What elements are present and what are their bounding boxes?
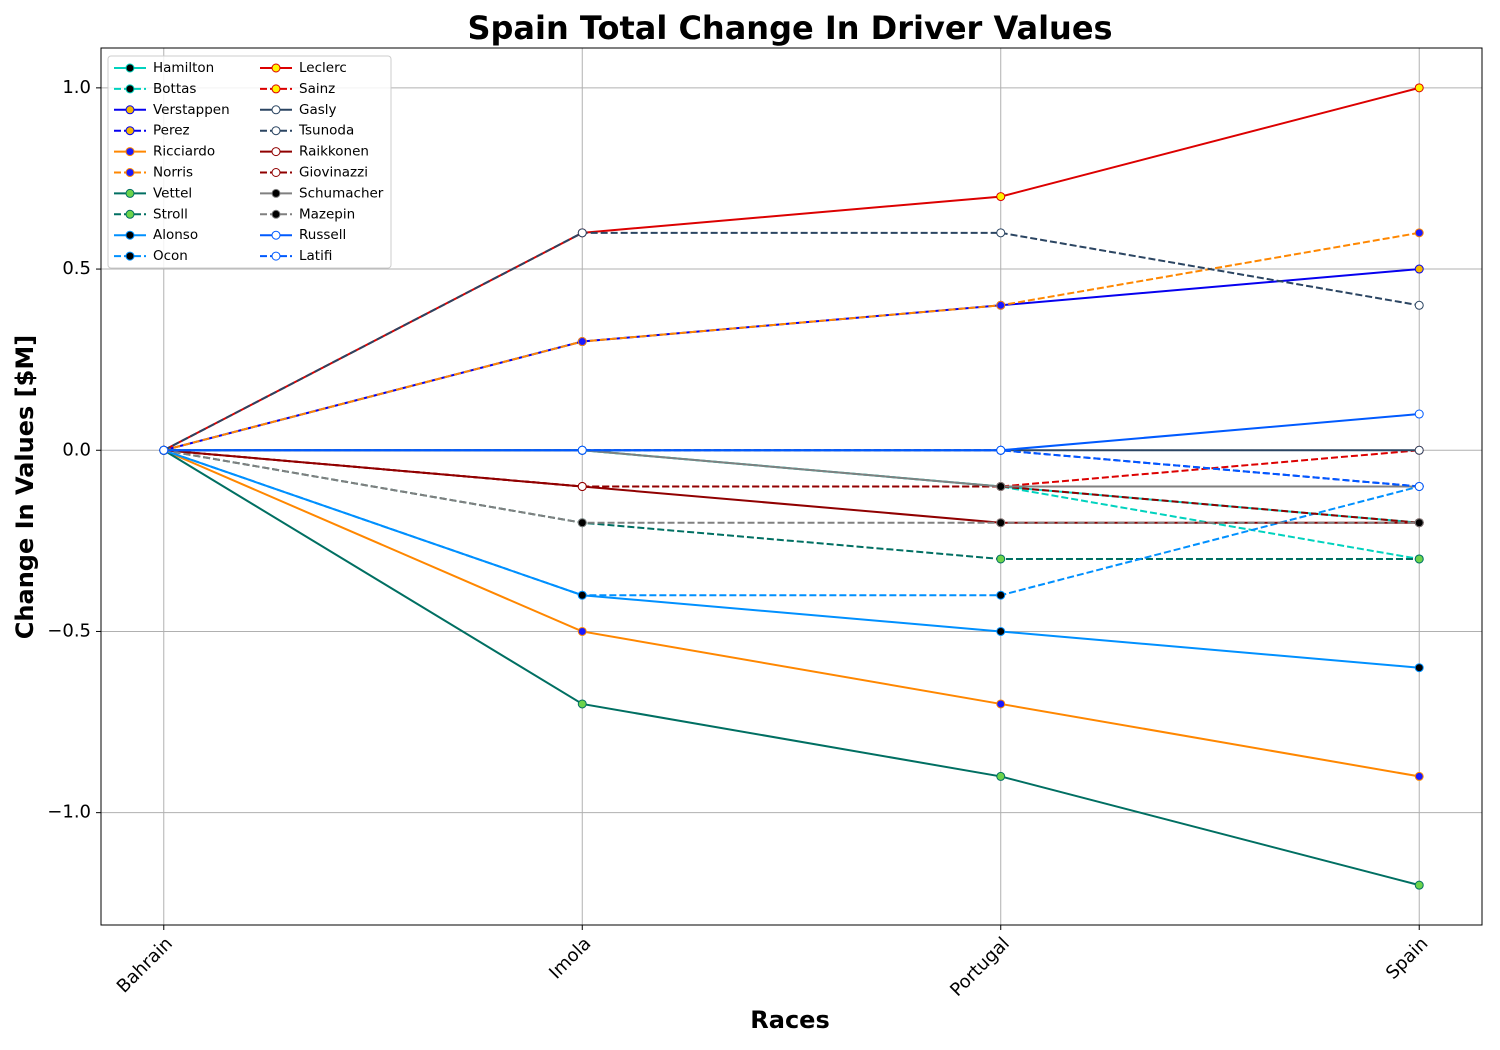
legend-label: Bottas [153, 81, 196, 97]
data-point [996, 445, 1006, 455]
data-point [1414, 880, 1424, 890]
legend-label: Verstappen [153, 102, 230, 118]
data-point [996, 699, 1006, 709]
y-tick-label: −0.5 [47, 620, 91, 641]
legend-label: Perez [153, 123, 190, 139]
legend-label: Schumacher [299, 185, 384, 201]
legend-marker [125, 84, 135, 94]
legend-marker [125, 105, 135, 115]
legend-marker [271, 147, 281, 157]
data-point [996, 482, 1006, 491]
x-axis-label: Races [750, 1006, 829, 1034]
plot-frame [100, 47, 1483, 926]
legend-label: Russell [299, 227, 346, 243]
data-point [996, 228, 1006, 238]
series-line [163, 449, 1420, 488]
legend-marker [271, 188, 281, 198]
data-point [1414, 445, 1424, 455]
data-point [996, 590, 1006, 600]
legend-marker [271, 251, 281, 261]
data-point [159, 445, 169, 455]
series-line [163, 449, 1420, 597]
data-point [577, 626, 587, 636]
legend-marker [125, 251, 135, 261]
legend-marker [125, 188, 135, 198]
data-point [996, 771, 1006, 781]
data-point [577, 699, 587, 709]
data-point [577, 337, 587, 347]
legend-label: Ocon [153, 248, 188, 264]
legend-label: Sainz [299, 81, 335, 97]
legend-label: Leclerc [299, 60, 347, 76]
data-point [1414, 771, 1424, 781]
x-tick-label: Imola [545, 933, 595, 983]
data-point [577, 482, 587, 491]
legend-label: Vettel [153, 185, 192, 201]
data-point [577, 518, 587, 528]
legend-marker [125, 209, 135, 219]
series-line [163, 449, 1420, 524]
y-tick-label: 0.0 [62, 439, 91, 460]
data-point [1414, 663, 1424, 673]
y-tick-label: −1.0 [47, 802, 91, 823]
x-tick-label: Portugal [946, 933, 1014, 1001]
legend-marker [125, 147, 135, 157]
legend-label: Mazepin [299, 206, 355, 222]
legend-marker [125, 63, 135, 73]
data-point [1414, 482, 1424, 491]
legend-marker [125, 168, 135, 177]
series-line [163, 449, 1420, 488]
data-point [577, 590, 587, 600]
data-point [996, 192, 1006, 202]
series-line [163, 449, 1420, 524]
legend-marker [271, 63, 281, 73]
legend-marker [271, 84, 281, 94]
data-point [996, 554, 1006, 564]
data-point [1414, 518, 1424, 528]
legend-marker [271, 168, 281, 177]
legend-marker [125, 230, 135, 240]
legend-label: Giovinazzi [299, 165, 368, 181]
series-line [163, 449, 1420, 778]
data-point [996, 626, 1006, 636]
legend-marker [271, 230, 281, 240]
data-point [577, 228, 587, 238]
data-point [1414, 83, 1424, 93]
legend-label: Tsunoda [298, 123, 354, 139]
legend-label: Latifi [299, 248, 332, 264]
data-point [577, 445, 587, 455]
legend-marker [271, 126, 281, 136]
data-point [996, 300, 1006, 310]
series-line [163, 231, 1420, 452]
data-point [1414, 300, 1424, 310]
legend-label: Stroll [153, 206, 188, 222]
data-point [996, 518, 1006, 528]
legend-label: Alonso [153, 227, 198, 243]
y-tick-label: 1.0 [62, 77, 91, 98]
x-tick-label: Bahrain [113, 933, 177, 997]
legend-box [107, 55, 392, 269]
y-axis-label: Change In Values [$M] [11, 335, 39, 639]
legend-label: Norris [153, 165, 193, 181]
legend-marker [271, 209, 281, 219]
legend-label: Hamilton [153, 60, 214, 76]
legend-marker [125, 126, 135, 136]
series-line [163, 449, 1420, 887]
legend-label: Ricciardo [153, 144, 215, 160]
legend-marker [271, 105, 281, 115]
legend-label: Raikkonen [299, 144, 369, 160]
data-point [1414, 264, 1424, 274]
y-tick-label: 0.5 [62, 258, 91, 279]
series-line [163, 268, 1420, 452]
data-point [1414, 409, 1424, 419]
legend-label: Gasly [299, 102, 337, 118]
data-point [1414, 554, 1424, 564]
series-line [163, 413, 1420, 452]
data-point [1414, 228, 1424, 238]
chart-title: Spain Total Change In Driver Values [467, 9, 1112, 47]
x-tick-label: Spain [1382, 933, 1432, 983]
